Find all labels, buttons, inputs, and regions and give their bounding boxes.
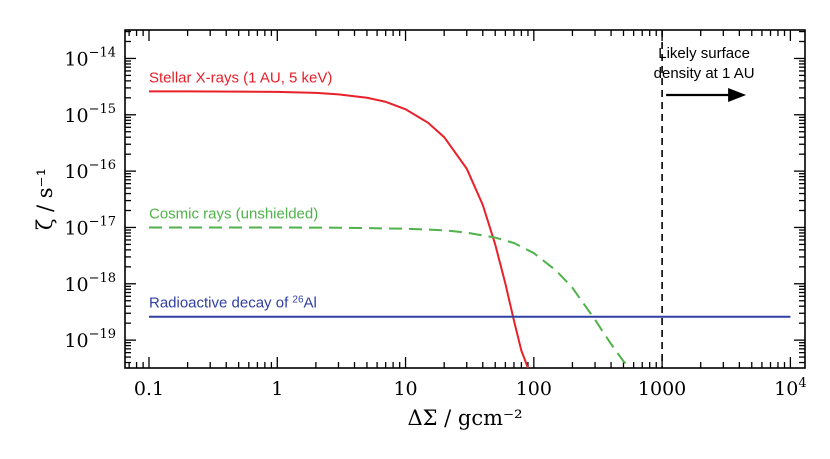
right-arrow-icon [728, 88, 747, 102]
y-tick-label: 10−15 [64, 102, 116, 127]
x-tick-label: 1 [271, 378, 283, 400]
x-tick-label: 0.1 [134, 378, 164, 400]
x-tick-label: 10 [393, 378, 417, 400]
y-tick-label: 10−18 [64, 271, 116, 296]
plot-frame [124, 29, 806, 369]
x-axis-title: ΔΣ / gcm⁻² [407, 406, 522, 430]
plot-area [124, 29, 806, 369]
series-line-1 [149, 90, 529, 368]
surface-density-note-line: Likely surface [658, 45, 750, 62]
ticks [125, 30, 805, 368]
x-tick-label: 100 [516, 378, 552, 400]
surface-density-note-line: density at 1 AU [654, 65, 755, 82]
x-tick-label: 104 [774, 376, 806, 400]
y-tick-label: 10−16 [64, 158, 116, 183]
x-tick-label: 1000 [638, 378, 686, 400]
series-line-2 [149, 226, 631, 368]
series-label-al26: Radioactive decay of 26Al [149, 295, 317, 312]
y-axis-title: ζ / s⁻¹ [33, 168, 57, 230]
series-label-cosmic: Cosmic rays (unshielded) [149, 205, 318, 222]
labels: 0.1 1 10 100 1000 104 10−19 10−18 10−17 10−16 10−1… [33, 45, 807, 430]
series-group [149, 30, 791, 368]
y-tick-label: 10−14 [64, 45, 116, 70]
y-tick-label: 10−17 [64, 214, 116, 239]
series-label-xrays: Stellar X-rays (1 AU, 5 keV) [149, 69, 332, 86]
y-tick-label: 10−19 [64, 327, 116, 352]
